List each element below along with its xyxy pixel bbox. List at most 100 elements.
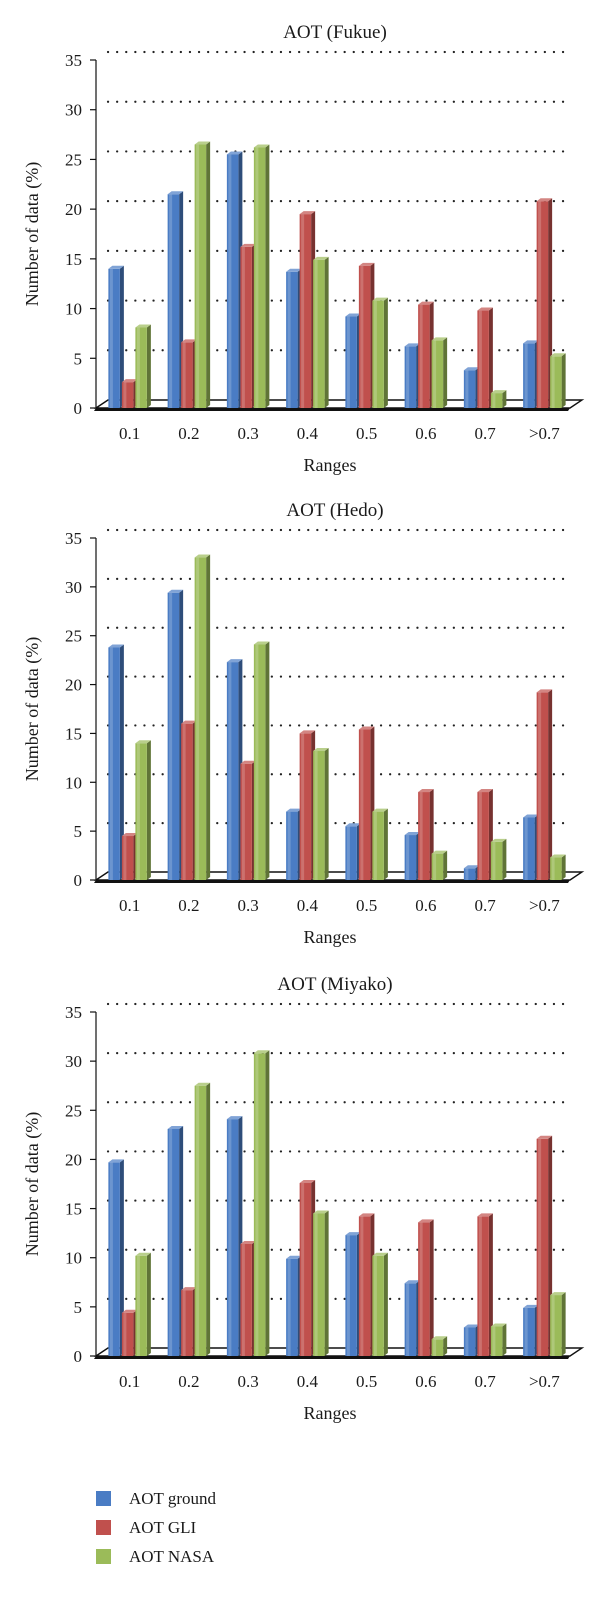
bar-front (313, 259, 325, 408)
bar-aot-gli-0-7 (477, 1213, 493, 1356)
bar-top (463, 1324, 480, 1328)
bar-aot-gli-0-7 (477, 307, 493, 408)
bar-highlight (406, 346, 410, 408)
bar-highlight (228, 1119, 232, 1356)
bar-front (108, 268, 120, 408)
bar-side (206, 141, 211, 408)
bar-top (372, 1252, 388, 1256)
x-tick-label: 0.7 (475, 1372, 497, 1391)
x-tick-label: 0.2 (178, 896, 199, 915)
bar-highlight (228, 154, 232, 408)
bar-highlight (314, 1213, 318, 1356)
bar-front (372, 300, 384, 408)
bar-highlight (287, 271, 291, 408)
bar-front (536, 692, 549, 880)
legend-item-aot-gli: AOT GLI (96, 1513, 216, 1542)
bar-highlight (406, 835, 410, 880)
bar-aot-ground-0-4 (286, 1255, 302, 1356)
bar-highlight (136, 743, 140, 880)
bar-side (561, 1292, 566, 1356)
bar-front (477, 792, 489, 880)
bar-highlight (538, 692, 542, 880)
bar-front (121, 382, 134, 408)
legend-label-aot-nasa: AOT NASA (129, 1546, 215, 1566)
bar-aot-gli-0-4 (299, 1180, 316, 1356)
bar-aot-nasa-0-3 (253, 144, 270, 409)
bar-top (240, 760, 256, 764)
bar-top (490, 1323, 507, 1327)
bar-aot-ground-0-3 (226, 659, 243, 880)
y-tick-label: 25 (65, 1101, 82, 1120)
bar-highlight (538, 201, 542, 408)
bar-highlight (346, 1235, 350, 1356)
bar-side (206, 1082, 211, 1356)
bar-front (418, 1222, 430, 1356)
chart-title: AOT (Miyako) (277, 974, 392, 995)
bar-top (226, 151, 243, 155)
bar-highlight (524, 343, 528, 408)
y-axis-label: Number of data (%) (22, 162, 43, 306)
bar-top (121, 379, 138, 383)
bar-top (121, 1309, 138, 1313)
bar-aot-nasa-0-5 (372, 1252, 388, 1356)
bar-aot-nasa-0-7 (550, 353, 566, 408)
bar-aot-nasa-0-4 (313, 748, 329, 880)
bar-side (119, 265, 124, 408)
bar-highlight (419, 1222, 423, 1356)
bar-aot-gli-0-5 (358, 262, 375, 408)
bar-top (345, 823, 361, 827)
bar-aot-nasa-0-3 (253, 1050, 270, 1356)
bar-aot-ground-0-4 (286, 808, 302, 880)
bar-top (253, 1050, 270, 1054)
bar-highlight (419, 792, 423, 880)
bar-aot-ground-0-2 (167, 589, 184, 880)
bar-aot-nasa-0-3 (253, 641, 270, 880)
bar-front (135, 743, 147, 880)
bar-top (286, 1255, 302, 1259)
bar-aot-nasa-0-6 (431, 1336, 448, 1356)
bar-side (265, 641, 270, 880)
y-tick-label: 25 (65, 627, 82, 646)
bar-aot-gli-0-7 (477, 789, 493, 880)
bar-aot-ground-0-3 (226, 1116, 243, 1356)
bar-highlight (109, 268, 113, 408)
bar-top (418, 301, 434, 305)
chart-floor-edge (94, 1356, 570, 1359)
bar-top (108, 1159, 124, 1163)
bar-top (286, 808, 302, 812)
bar-aot-gli-0-1 (121, 1309, 138, 1356)
bar-aot-gli-0-4 (299, 730, 316, 880)
bar-highlight (255, 644, 259, 880)
bar-top (372, 297, 388, 301)
bar-top (167, 191, 184, 195)
x-tick-label: 0.7 (475, 896, 497, 915)
bar-aot-gli-0-2 (181, 1287, 197, 1356)
bar-aot-ground-0-3 (226, 151, 243, 408)
bar-side (119, 644, 124, 880)
bar-highlight (301, 733, 305, 880)
bar-aot-gli-0-1 (121, 833, 138, 880)
bar-highlight (109, 647, 113, 880)
bar-aot-nasa-0-7 (490, 838, 507, 880)
bar-front (108, 647, 120, 880)
bar-highlight (123, 382, 127, 408)
y-tick-label: 5 (74, 822, 83, 841)
bar-top (358, 262, 375, 266)
bar-front (194, 557, 207, 880)
bar-top (194, 554, 211, 558)
bar-front (372, 811, 384, 880)
bar-top (299, 211, 316, 215)
bar-side (383, 297, 388, 408)
bar-highlight (109, 1162, 113, 1356)
bar-front (226, 1119, 239, 1356)
y-tick-label: 10 (65, 300, 82, 319)
x-axis-label: Ranges (304, 455, 357, 475)
x-tick-label: 0.2 (178, 424, 199, 443)
bar-aot-nasa-0-5 (372, 297, 388, 408)
bar-front (194, 144, 207, 408)
x-tick-label: 0.2 (178, 1372, 199, 1391)
bar-front (345, 1235, 357, 1356)
bar-aot-gli-0-2 (181, 339, 197, 408)
bar-highlight (419, 304, 423, 408)
bar-highlight (465, 370, 469, 408)
